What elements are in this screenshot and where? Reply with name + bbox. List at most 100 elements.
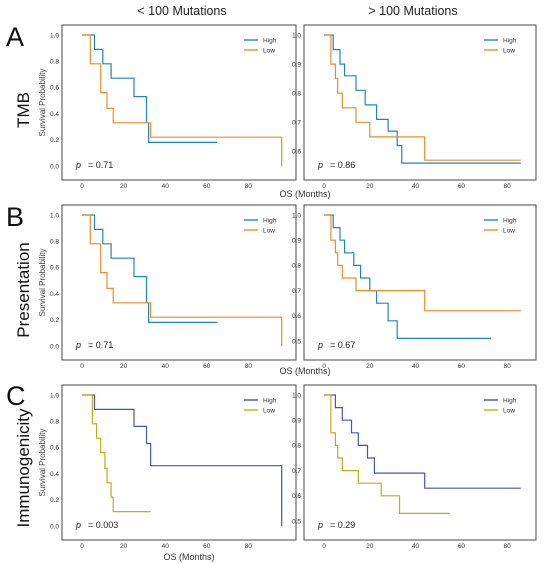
km-curve-high [324,214,492,339]
x-tick-label: 80 [503,183,511,190]
x-tick-label: 20 [120,543,128,550]
p-value-text: = 0.71 [88,160,113,170]
legend-label-high: High [503,37,517,44]
km-curve-high [82,394,283,526]
x-tick-label: 20 [366,183,374,190]
km-panel-c-left: 0.0 0.2 0.4 0.6 0.8 1.0 0 20 40 60 80 Survival Prob… [38,384,297,562]
p-value-symbol: p [317,520,323,530]
p-value-text: = 0.71 [88,340,113,350]
y-tick-label: 0.9 [292,237,301,244]
x-tick-label: 20 [120,183,128,190]
x-tick-label: 0 [322,183,326,190]
row-letter-a: A [6,22,24,52]
p-value-symbol: p [75,520,81,530]
p-value-symbol: p [317,160,323,170]
y-tick-label: 0.2 [50,137,59,144]
km-panel-a-right: 0.6 0.7 0.8 0.9 1.0 0 20 40 60 80 High Low p = 0.86 [292,24,537,190]
plot-frame [303,24,537,181]
x-tick-label: 40 [162,543,170,550]
km-curve-high [324,34,521,164]
km-panels: 0.0 0.2 0.4 0.6 0.8 1.0 0 20 40 60 80 Survival Prob… [38,24,537,562]
y-tick-label: 0.7 [292,468,301,475]
legend-label-low: Low [263,227,275,234]
p-value-text: = 0.29 [330,520,355,530]
y-tick-label: 0.8 [292,91,301,98]
x-tick-label: 60 [203,183,211,190]
row-label-tmb: TMB [14,92,33,128]
y-tick-label: 1.0 [50,392,59,399]
x-tick-label: 40 [162,183,170,190]
y-tick-label: 0.6 [292,149,301,156]
y-tick-label: 0.8 [292,443,301,450]
plot-frame [303,204,537,361]
y-tick-label: 0.5 [292,518,301,525]
km-curve-low [324,394,450,514]
legend-label-low: Low [263,47,275,54]
y-tick-label: 0.6 [292,313,301,320]
plot-frame [61,384,297,541]
x-tick-label: 40 [412,363,420,370]
y-tick-label: 0.2 [50,317,59,324]
x-axis-label: OS (Months) [163,552,214,562]
column-header-left: < 100 Mutations [137,4,226,18]
y-tick-label: 0.8 [292,263,301,270]
legend-label-high: High [263,217,277,224]
shared-xlabel-row-b: OS (Months) [279,366,330,376]
y-tick-label: 0.4 [50,291,59,298]
y-tick-label: 0.6 [50,445,59,452]
y-tick-label: 0.9 [292,61,301,68]
km-curve-low [324,214,521,312]
y-tick-label: 0.0 [50,343,59,350]
plot-frame [303,384,537,541]
legend-label-low: Low [503,47,515,54]
x-tick-label: 80 [503,543,511,550]
km-curve-low [82,214,283,346]
y-tick-label: 0.2 [50,497,59,504]
p-value-symbol: p [317,340,323,350]
y-tick-label: 0.8 [50,239,59,246]
y-tick-label: 0.5 [292,338,301,345]
x-tick-label: 0 [80,543,84,550]
y-tick-label: 0.8 [50,59,59,66]
x-tick-label: 80 [245,363,253,370]
km-curve-low [324,34,521,161]
shared-xlabel-row-a: OS (Months) [279,189,330,199]
p-value-text: = 0.67 [330,340,355,350]
y-tick-label: 1.0 [292,212,301,219]
x-tick-label: 40 [162,363,170,370]
p-value-symbol: p [75,160,81,170]
km-panel-b-right: 0.5 0.6 0.7 0.8 0.9 1.0 0 20 40 60 80 High Low p = 0.6… [292,204,537,370]
km-panel-b-left: 0.0 0.2 0.4 0.6 0.8 1.0 0 20 40 60 80 Survival Prob… [38,204,297,370]
y-tick-label: 0.4 [50,471,59,478]
y-tick-label: 0.6 [50,265,59,272]
legend-label-high: High [263,37,277,44]
km-panel-a-left: 0.0 0.2 0.4 0.6 0.8 1.0 0 20 40 60 80 Survival Prob… [38,24,297,190]
x-tick-label: 60 [203,363,211,370]
y-tick-label: 1.0 [50,212,59,219]
x-tick-label: 60 [458,363,466,370]
x-tick-label: 20 [366,543,374,550]
y-axis-label: Survival Probability [38,248,47,316]
y-tick-label: 0.6 [50,85,59,92]
y-axis-label: Survival Probability [38,68,47,136]
y-tick-label: 0.0 [50,523,59,530]
legend-label-high: High [503,217,517,224]
x-tick-label: 0 [322,543,326,550]
y-axis-label: Survival Probability [38,428,47,496]
plot-frame [61,24,297,181]
row-letter-c: C [6,381,26,411]
km-curve-high [324,394,521,489]
row-label-presentation: Presentation [14,242,33,337]
y-tick-label: 0.9 [292,417,301,424]
y-tick-label: 1.0 [292,392,301,399]
p-value-text: = 0.86 [330,160,355,170]
km-curve-low [82,394,151,513]
y-tick-label: 0.7 [292,120,301,127]
y-tick-label: 0.8 [50,419,59,426]
legend-label-low: Low [263,407,275,414]
y-tick-label: 1.0 [292,32,301,39]
legend-label-low: Low [503,227,515,234]
legend-label-high: High [263,397,277,404]
x-tick-label: 0 [80,183,84,190]
